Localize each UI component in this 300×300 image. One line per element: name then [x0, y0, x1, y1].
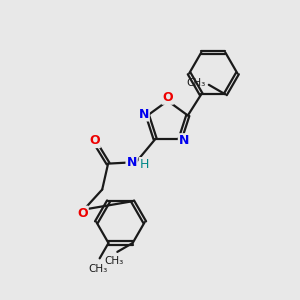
Text: N: N [127, 156, 137, 169]
Text: H: H [140, 158, 149, 171]
Text: O: O [89, 134, 100, 147]
Text: CH₃: CH₃ [88, 264, 108, 274]
Text: O: O [162, 91, 173, 104]
Text: CH₃: CH₃ [186, 78, 205, 88]
Text: CH₃: CH₃ [105, 256, 124, 266]
Text: O: O [77, 207, 88, 220]
Text: N: N [179, 134, 189, 147]
Text: N: N [139, 107, 149, 121]
